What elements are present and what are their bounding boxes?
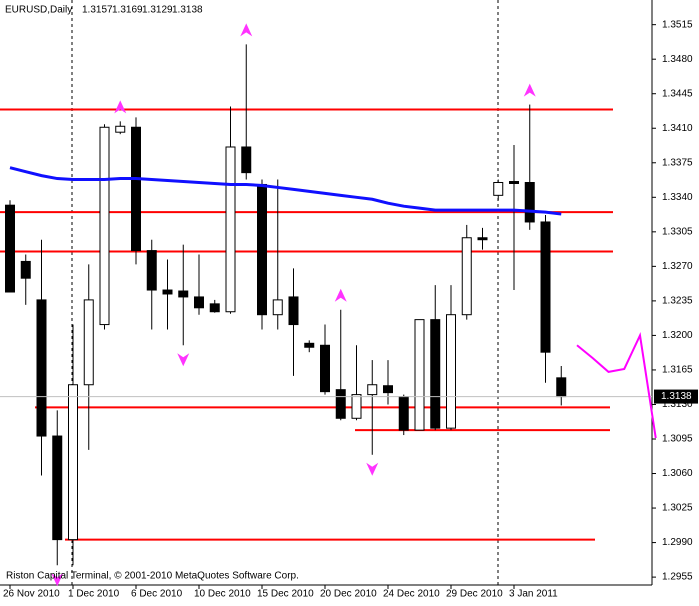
bull-candle-body [446,314,456,429]
bear-candle-body [131,126,141,252]
plot-area [0,23,652,587]
bull-candle-body [83,299,94,386]
bear-candle-body [556,377,567,398]
y-tick-label: 1.3095 [662,434,693,445]
forecast-line [576,332,657,439]
x-tick-label: 24 Dec 2010 [383,589,440,600]
x-tick-label: 3 Jan 2011 [509,589,558,600]
y-tick-label: 1.3025 [662,503,693,514]
bull-candle-body [99,126,110,326]
low-label: 1.3129 [142,5,173,16]
x-tick-label: 26 Nov 2010 [3,589,60,600]
fractal-up [334,288,347,302]
bear-candle-body [430,319,441,429]
bear-candle-body [477,237,488,241]
bull-candle-body [414,319,425,431]
bull-candle-body [225,146,236,313]
x-tick-label: 6 Dec 2010 [131,589,183,600]
y-tick-label: 1.3445 [662,88,693,99]
fractal-down [177,353,190,367]
moving-average [9,166,562,216]
fractal-down [366,462,379,476]
bull-candle-body [68,384,78,541]
high-label: 1.3169 [112,5,143,16]
current-price-box [654,389,698,404]
footer: Riston Capital Terminal, © 2001-2010 Met… [6,571,299,582]
y-tick-label: 1.3480 [662,54,693,65]
y-tick-label: 1.3060 [662,468,693,479]
x-tick-label: 29 Dec 2010 [446,589,503,600]
y-tick-label: 1.3340 [662,192,693,203]
bear-candle-body [146,250,157,291]
y-tick-label: 1.3130 [662,399,693,410]
bear-candle-body [5,204,15,293]
fractal-up [523,83,536,97]
symbol-label: EURUSD,Daily [5,5,72,16]
open-label: 1.3157 [82,5,113,16]
y-tick-label: 1.3305 [662,226,693,237]
y-tick-label: 1.3410 [662,123,693,134]
current-price-label: 1.3138 [661,391,692,402]
x-tick-label: 10 Dec 2010 [194,589,251,600]
x-tick-label: 15 Dec 2010 [257,589,314,600]
y-tick-label: 1.3270 [662,261,693,272]
bull-candle-body [461,237,472,316]
bull-candle-body [367,384,378,396]
bull-candle-body [272,299,283,316]
bear-candle-body [36,299,47,437]
y-tick-label: 1.3515 [662,19,693,30]
fractal-up [240,23,253,37]
x-tick-label: 20 Dec 2010 [320,589,377,600]
bear-candle-body [304,342,315,348]
bear-candle-body [241,146,252,174]
close-label: 1.3138 [172,5,203,16]
y-tick-label: 1.3165 [662,365,693,376]
bull-candle-body [351,394,362,419]
bull-candle-body [493,182,504,196]
bear-candle-body [540,221,551,353]
bear-candle-body [52,435,63,541]
bear-candle-body [509,181,519,184]
bear-candle-body [194,296,204,309]
bear-candle-body [257,183,267,316]
bear-candle-body [209,303,220,313]
y-tick-label: 1.3375 [662,157,693,168]
y-tick-label: 1.3235 [662,296,693,307]
bear-candle-body [178,290,189,298]
bear-candle-body [320,344,330,393]
bear-candle-body [162,289,173,295]
fractal-up [114,100,127,114]
y-tick-label: 1.3200 [662,330,693,341]
bear-candle-body [20,260,31,279]
bear-candle-body [524,182,535,223]
fractal-down [51,573,64,587]
y-tick-label: 1.2990 [662,537,693,548]
bear-candle-body [288,296,299,326]
bull-candle-body [115,125,126,133]
bear-candle-body [335,389,346,419]
bear-candle-body [383,385,393,394]
x-tick-label: 1 Dec 2010 [68,589,120,600]
bear-candle-body [398,396,409,431]
y-tick-label: 1.2955 [662,572,693,583]
